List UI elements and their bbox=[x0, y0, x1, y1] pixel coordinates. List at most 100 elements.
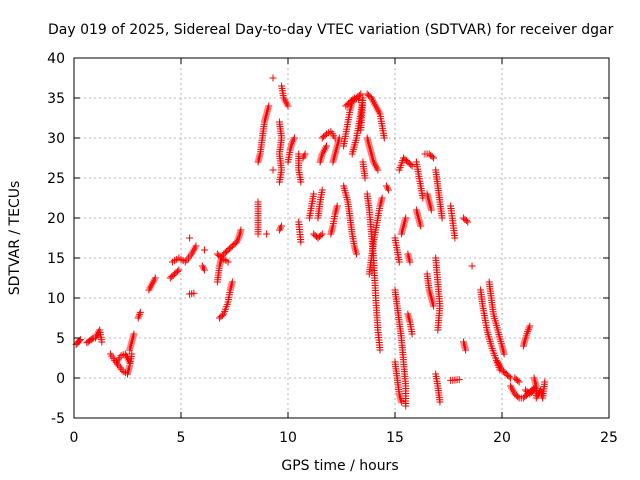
y-axis-label: SDTVAR / TECUs bbox=[7, 181, 23, 296]
data-point-marker bbox=[275, 226, 283, 234]
data-point-marker bbox=[310, 190, 318, 198]
data-point-marker bbox=[434, 326, 442, 334]
data-point-marker bbox=[265, 102, 273, 110]
data-point-marker bbox=[357, 126, 365, 134]
data-point-marker bbox=[374, 166, 382, 174]
data-point-marker bbox=[318, 230, 326, 238]
data-point-marker bbox=[408, 162, 416, 170]
data-point-marker bbox=[224, 258, 232, 266]
data-point-marker bbox=[514, 377, 522, 385]
data-point-marker bbox=[526, 322, 534, 330]
data-point-marker bbox=[76, 336, 84, 344]
data-point-marker bbox=[275, 178, 283, 186]
data-point-marker bbox=[263, 230, 271, 238]
data-point-marker bbox=[173, 267, 181, 275]
data-point-marker bbox=[355, 96, 363, 104]
chart-title: Day 019 of 2025, Sidereal Day-to-day VTE… bbox=[48, 22, 614, 38]
y-tick-label: 30 bbox=[47, 131, 65, 147]
data-point-marker bbox=[395, 258, 403, 266]
data-point-marker bbox=[397, 398, 405, 406]
x-tick-label: 15 bbox=[386, 430, 404, 446]
data-point-marker bbox=[361, 174, 369, 182]
data-point-marker bbox=[464, 218, 472, 226]
data-point-marker bbox=[385, 186, 393, 194]
data-point-marker bbox=[318, 186, 326, 194]
y-tick-label: 10 bbox=[47, 291, 65, 307]
data-point-marker bbox=[88, 335, 96, 343]
data-point-marker bbox=[290, 134, 298, 142]
data-point-marker bbox=[297, 178, 305, 186]
data-point-marker bbox=[408, 330, 416, 338]
data-point-marker bbox=[136, 308, 144, 316]
data-point-marker bbox=[438, 214, 446, 222]
data-point-marker bbox=[530, 386, 538, 394]
x-tick-label: 10 bbox=[279, 430, 297, 446]
data-point-marker bbox=[352, 250, 360, 258]
data-point-marker bbox=[333, 202, 341, 210]
plot-frame bbox=[73, 57, 610, 419]
data-point-marker bbox=[436, 398, 444, 406]
data-point-marker bbox=[269, 74, 277, 82]
y-tick-label: -5 bbox=[51, 411, 65, 427]
data-point-marker bbox=[451, 234, 459, 242]
data-point-marker bbox=[228, 278, 236, 286]
data-point-marker bbox=[427, 206, 435, 214]
data-point-marker bbox=[541, 378, 549, 386]
data-point-marker bbox=[237, 226, 245, 234]
x-axis-label: GPS time / hours bbox=[281, 458, 398, 474]
data-point-marker bbox=[175, 266, 183, 274]
data-point-marker bbox=[192, 242, 200, 250]
data-point-marker bbox=[190, 289, 198, 297]
data-point-marker bbox=[407, 161, 415, 169]
data-point-marker bbox=[216, 253, 224, 261]
data-point-marker bbox=[500, 350, 508, 358]
data-point-marker bbox=[455, 376, 463, 384]
data-point-marker bbox=[357, 90, 365, 98]
y-tick-label: 40 bbox=[47, 51, 65, 67]
y-tick-label: 5 bbox=[56, 331, 65, 347]
data-point-marker bbox=[269, 166, 277, 174]
data-point-marker bbox=[468, 262, 476, 270]
data-point-marker bbox=[402, 402, 410, 410]
y-tick-label: 0 bbox=[56, 371, 65, 387]
data-point-marker bbox=[428, 153, 436, 161]
axis-ticks: -5 0 5 10 15 20 25 30 35 40 0 5 10 15 20 25 bbox=[47, 51, 618, 446]
data-point-marker bbox=[430, 154, 438, 162]
data-point-marker bbox=[462, 346, 470, 354]
data-point-marker bbox=[376, 346, 384, 354]
data-point-marker bbox=[98, 338, 106, 346]
x-tick-label: 20 bbox=[493, 430, 511, 446]
data-point-marker bbox=[301, 150, 309, 158]
y-tick-label: 25 bbox=[47, 171, 65, 187]
data-point-marker bbox=[317, 231, 325, 239]
data-point-marker bbox=[151, 274, 159, 282]
data-point-marker bbox=[284, 102, 292, 110]
data-point-marker bbox=[321, 131, 329, 139]
data-point-marker bbox=[254, 198, 262, 206]
data-point-marker bbox=[529, 387, 537, 395]
data-point-marker bbox=[218, 311, 226, 319]
data-point-marker bbox=[335, 134, 343, 142]
data-point-marker bbox=[297, 238, 305, 246]
data-point-marker bbox=[126, 358, 134, 366]
data-point-marker bbox=[380, 134, 388, 142]
data-point-marker bbox=[515, 378, 523, 386]
y-tick-label: 15 bbox=[47, 251, 65, 267]
data-point-marker bbox=[402, 214, 410, 222]
data-point-marker bbox=[406, 258, 414, 266]
data-point-marker bbox=[505, 373, 513, 381]
data-point-marker bbox=[462, 217, 470, 225]
x-tick-label: 0 bbox=[70, 430, 79, 446]
data-point-marker bbox=[417, 222, 425, 230]
x-tick-label: 5 bbox=[177, 430, 186, 446]
data-point-marker bbox=[355, 91, 363, 99]
data-point-marker bbox=[128, 350, 136, 358]
x-tick-label: 25 bbox=[600, 430, 618, 446]
data-point-marker bbox=[130, 330, 138, 338]
data-point-marker bbox=[201, 246, 209, 254]
data-point-marker bbox=[514, 393, 522, 401]
data-point-marker bbox=[430, 302, 438, 310]
